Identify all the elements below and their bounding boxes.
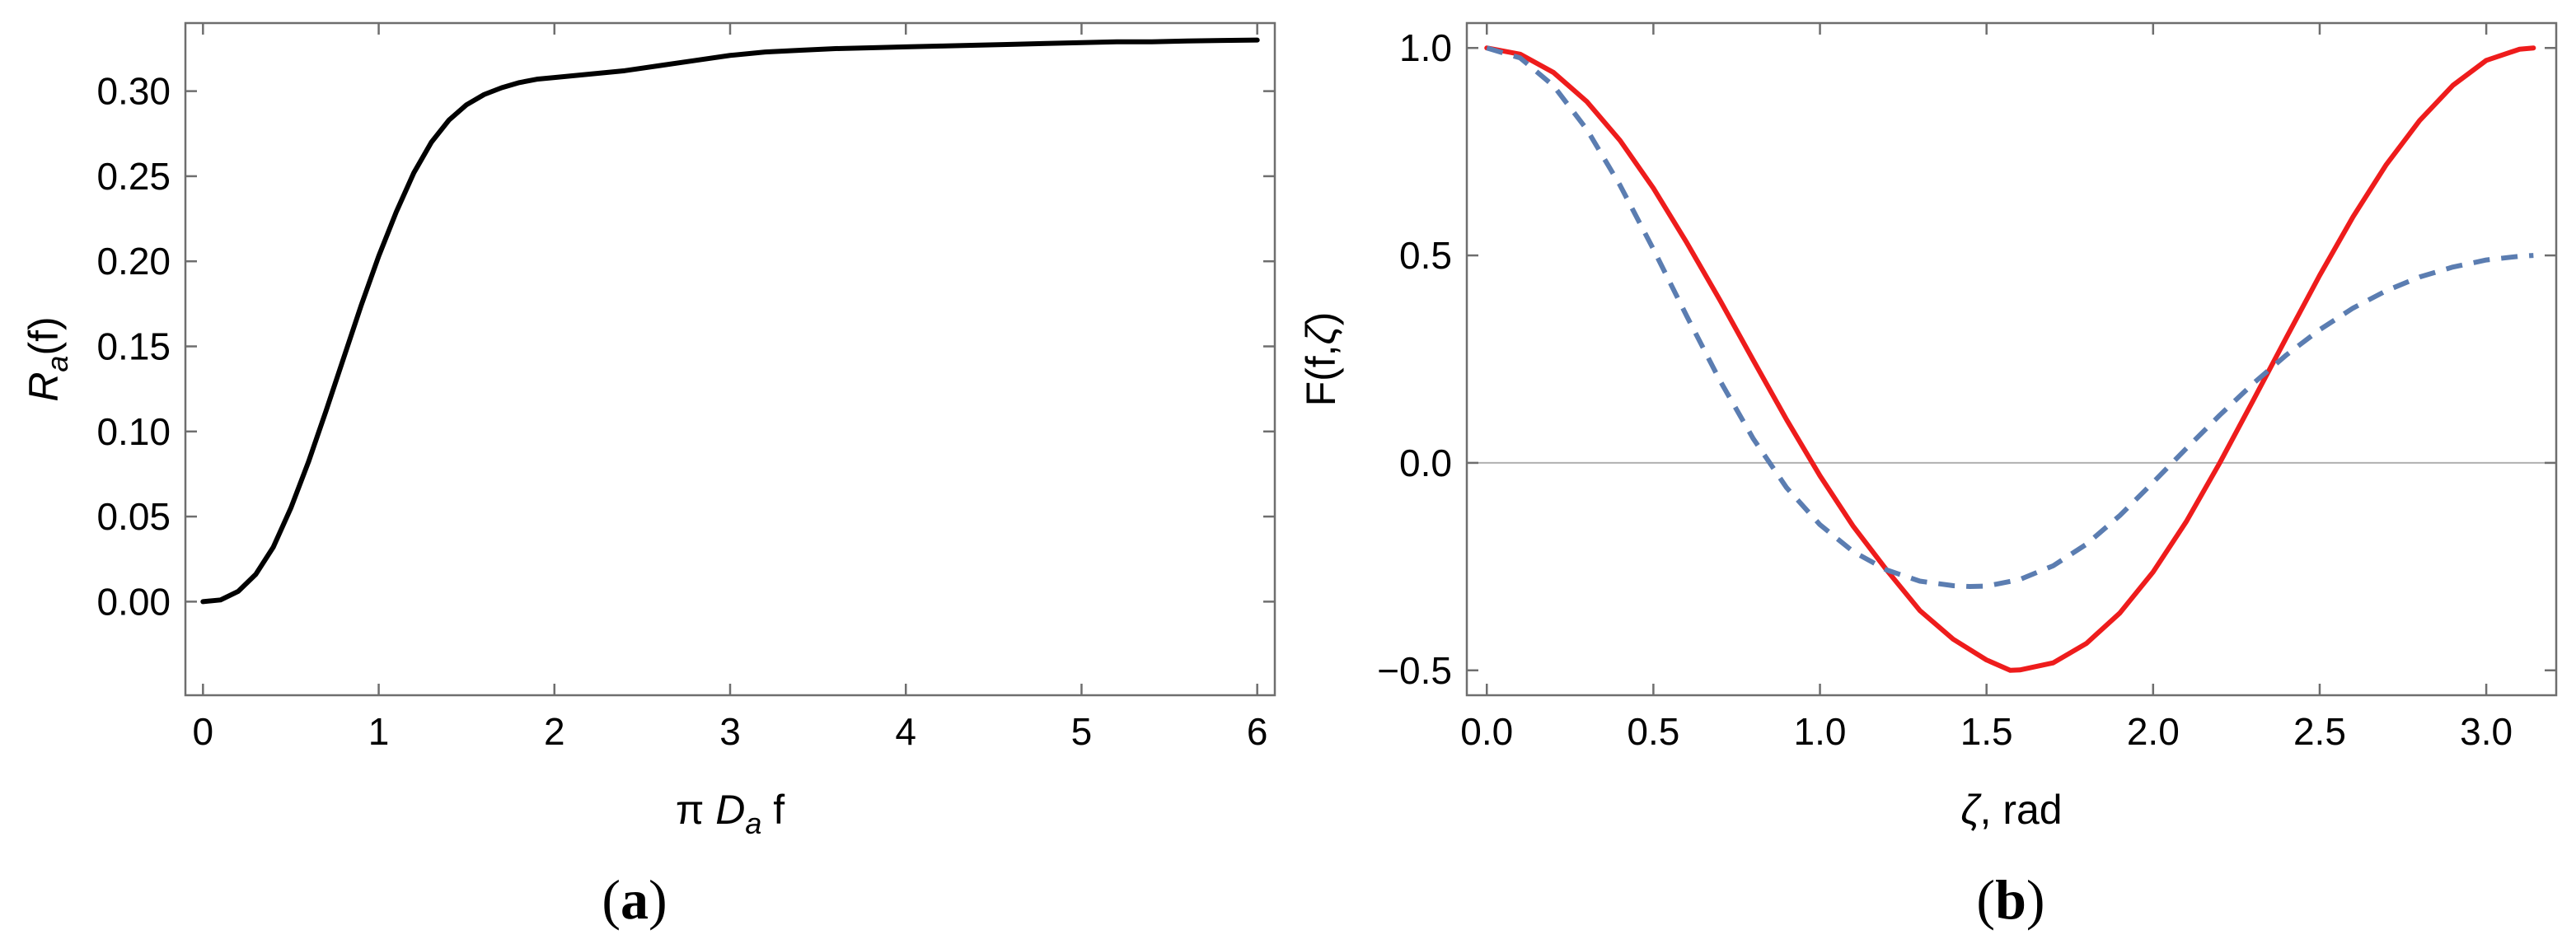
y-tick-label: 0.25 bbox=[96, 155, 171, 198]
series-line-1 bbox=[1484, 45, 2536, 673]
panel-label-a: (a) bbox=[602, 868, 667, 931]
y-tick-label: 0.0 bbox=[1399, 442, 1452, 484]
x-tick-label: 4 bbox=[895, 710, 916, 753]
x-ticks-b: 0.0 0.5 1.0 1.5 2.0 2.5 3.0 bbox=[1460, 23, 2513, 753]
panel-label-b: (b) bbox=[1976, 868, 2044, 931]
y-tick-label: 0.05 bbox=[96, 495, 171, 538]
y-axis-label-b: F(f,ζ) bbox=[1298, 312, 1344, 407]
x-axis-label-a: π Da f bbox=[676, 787, 785, 840]
x-tick-label: 3.0 bbox=[2460, 710, 2513, 753]
x-tick-label: 5 bbox=[1071, 710, 1093, 753]
x-ticks-a: 0 1 2 3 4 5 6 bbox=[193, 23, 1268, 753]
y-tick-label: 1.0 bbox=[1399, 26, 1452, 69]
y-tick-label: 0.20 bbox=[96, 240, 171, 283]
panel-a: 0 1 2 3 4 5 6 0.00 0.05 0.10 0.15 0.20 0.25 0.30 π D… bbox=[21, 21, 1276, 931]
y-tick-label: 0.5 bbox=[1399, 234, 1452, 277]
x-tick-label: 2.5 bbox=[2293, 710, 2346, 753]
x-tick-label: 6 bbox=[1247, 710, 1268, 753]
x-tick-label: 1.5 bbox=[1960, 710, 2013, 753]
y-tick-label: 0.30 bbox=[96, 70, 171, 113]
x-tick-label: 0.5 bbox=[1627, 710, 1679, 753]
plot-frame-b bbox=[1465, 21, 2558, 697]
x-tick-label: 0 bbox=[193, 710, 214, 753]
y-axis-label-a: Ra(f) bbox=[21, 316, 74, 401]
panel-b: 0.0 0.5 1.0 1.5 2.0 2.5 3.0 −0.50.00.51.0 ζ, r… bbox=[1298, 21, 2558, 931]
x-tick-label: 2.0 bbox=[2127, 710, 2180, 753]
x-tick-label: 1 bbox=[368, 710, 390, 753]
y-ticks-b: −0.5 0.0 0.5 1.0 bbox=[1377, 26, 2556, 692]
series-line-2 bbox=[1486, 45, 2534, 590]
series-group-a bbox=[200, 37, 1260, 605]
y-tick-label: 0.00 bbox=[96, 580, 171, 623]
x-tick-label: 2 bbox=[544, 710, 565, 753]
y-tick-label: 0.15 bbox=[96, 325, 171, 368]
y-ticks-a: 0.00 0.05 0.10 0.15 0.20 0.25 0.30 bbox=[96, 70, 1275, 623]
series-line-1 bbox=[200, 37, 1260, 605]
plot-frame-a bbox=[184, 21, 1276, 697]
x-tick-label: 0.0 bbox=[1460, 710, 1513, 753]
series-group-b bbox=[1484, 45, 2536, 673]
x-tick-label: 3 bbox=[719, 710, 741, 753]
y-tick-label: −0.5 bbox=[1377, 649, 1452, 692]
x-tick-label: 1.0 bbox=[1794, 710, 1847, 753]
y-tick-label: 0.10 bbox=[96, 410, 171, 453]
x-axis-label-b: ζ, rad bbox=[1960, 787, 2062, 833]
